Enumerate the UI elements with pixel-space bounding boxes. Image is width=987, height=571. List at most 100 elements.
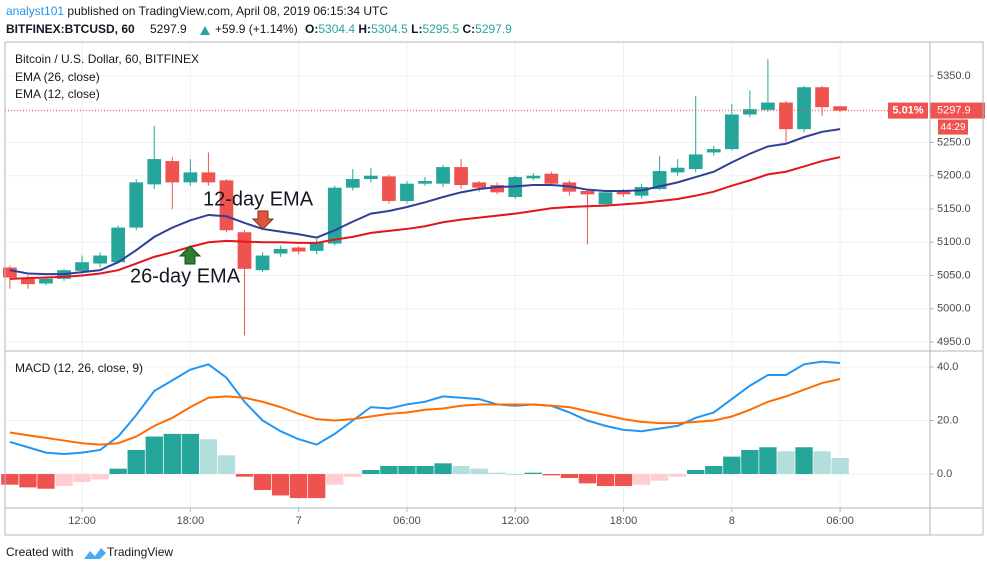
candle-body xyxy=(39,278,53,284)
candle-body xyxy=(183,172,198,183)
annotation: 12-day EMA xyxy=(203,188,314,210)
histogram-bar xyxy=(145,436,163,475)
histogram-bar xyxy=(795,447,813,475)
legend-ema12: EMA (12, close) xyxy=(15,87,100,101)
legend-macd: MACD (12, 26, close, 9) xyxy=(15,361,143,375)
histogram-bar xyxy=(109,468,127,475)
candle-body xyxy=(201,172,216,183)
y-tick-label: 5000.0 xyxy=(937,303,971,315)
candle-body xyxy=(147,159,162,185)
y-tick-label: 5150.0 xyxy=(937,203,971,215)
histogram-bar xyxy=(271,474,290,496)
candle-body xyxy=(670,167,685,173)
price-label: 5297.9 xyxy=(937,104,971,116)
x-tick-label: 12:00 xyxy=(501,515,529,527)
candle-body xyxy=(472,182,486,188)
histogram-bar xyxy=(127,449,145,475)
candle-body xyxy=(75,262,89,271)
y-tick-label: 20.0 xyxy=(937,414,958,426)
y-tick-label: 40.0 xyxy=(937,361,958,373)
candle-body xyxy=(598,192,613,205)
candle-body xyxy=(544,173,559,184)
histogram-bar xyxy=(560,474,579,479)
candle-body xyxy=(688,154,703,170)
up-arrow xyxy=(200,26,210,35)
annotation-arrow xyxy=(251,210,275,230)
histogram-bar xyxy=(542,474,560,476)
histogram-bar xyxy=(199,439,218,475)
histogram-bar xyxy=(434,463,452,475)
x-tick-label: 7 xyxy=(296,515,302,527)
footer-created: Created with xyxy=(6,545,73,559)
candle-body xyxy=(309,242,324,251)
candle-body xyxy=(724,114,739,150)
histogram-bar xyxy=(524,472,542,475)
candle-body xyxy=(21,277,35,285)
y-tick-label: 4950.0 xyxy=(937,336,971,348)
histogram-bar xyxy=(687,470,705,475)
series-line xyxy=(9,360,841,455)
candle-body xyxy=(93,255,107,264)
histogram-bar xyxy=(163,433,181,475)
candle-body xyxy=(652,171,667,190)
candle-body xyxy=(580,191,595,195)
series-line xyxy=(9,156,841,280)
candle-body xyxy=(3,267,17,278)
histogram-bar xyxy=(326,474,344,485)
candle-body xyxy=(706,149,721,153)
series-line xyxy=(9,378,841,446)
y-tick-label: 5350.0 xyxy=(937,70,971,82)
o-value: 5304.4 xyxy=(318,22,355,36)
countdown-label: 44:29 xyxy=(940,122,965,133)
y-tick-label: 5100.0 xyxy=(937,236,971,248)
histogram-bar xyxy=(416,465,434,475)
histogram-bar xyxy=(37,474,55,489)
candle-body xyxy=(436,167,450,184)
candle-body xyxy=(291,247,306,252)
symbol: BITFINEX:BTCUSD, 60 xyxy=(6,22,135,36)
series-line xyxy=(9,128,841,276)
histogram-bar xyxy=(777,451,795,475)
footer-brand[interactable]: TradingView xyxy=(107,545,173,559)
price: 5297.9 xyxy=(150,22,187,36)
h-label: H: xyxy=(358,22,371,36)
candle-body xyxy=(273,248,288,254)
candle-body xyxy=(779,102,793,130)
legend-main: Bitcoin / U.S. Dollar, 60, BITFINEX xyxy=(15,52,199,66)
price-tag xyxy=(930,102,985,119)
histogram-bar xyxy=(488,472,506,475)
histogram-bar xyxy=(253,474,272,491)
l-label: L: xyxy=(411,22,422,36)
change-label: 5.01% xyxy=(892,104,923,116)
plot-area: 4950.0 5000.0 5050.0 5100.0 5150.0 5200.0 5250… xyxy=(1,42,985,527)
x-tick-label: 06:00 xyxy=(393,515,421,527)
histogram-bar xyxy=(596,474,615,487)
c-label: C: xyxy=(462,22,475,36)
x-tick-label: 06:00 xyxy=(826,515,854,527)
candle-body xyxy=(382,176,396,201)
l-value: 5295.5 xyxy=(422,22,459,36)
candle-body xyxy=(616,191,631,195)
histogram-bar xyxy=(362,470,380,475)
countdown-tag xyxy=(938,119,968,135)
c-value: 5297.9 xyxy=(475,22,512,36)
histogram-bar xyxy=(831,457,849,475)
published: published on TradingView.com, April 08, … xyxy=(67,4,388,18)
x-tick-label: 8 xyxy=(729,515,735,527)
y-tick-label: 5050.0 xyxy=(937,269,971,281)
histogram-bar xyxy=(741,449,759,475)
candle-body xyxy=(797,87,811,130)
legend-ema26: EMA (26, close) xyxy=(15,70,100,84)
histogram-bar xyxy=(470,468,488,475)
author[interactable]: analyst101 xyxy=(6,4,64,18)
histogram-bar xyxy=(91,474,109,480)
candle-body xyxy=(418,181,432,184)
histogram-bar xyxy=(289,474,308,499)
header-line: analyst101 published on TradingView.com,… xyxy=(6,4,388,18)
annotation: 26-day EMA xyxy=(130,265,241,287)
histogram-bar xyxy=(759,447,777,475)
histogram-bar xyxy=(217,455,236,475)
histogram-bar xyxy=(344,474,362,477)
histogram-bar xyxy=(73,474,91,483)
change: +59.9 (+1.14%) xyxy=(215,22,298,36)
